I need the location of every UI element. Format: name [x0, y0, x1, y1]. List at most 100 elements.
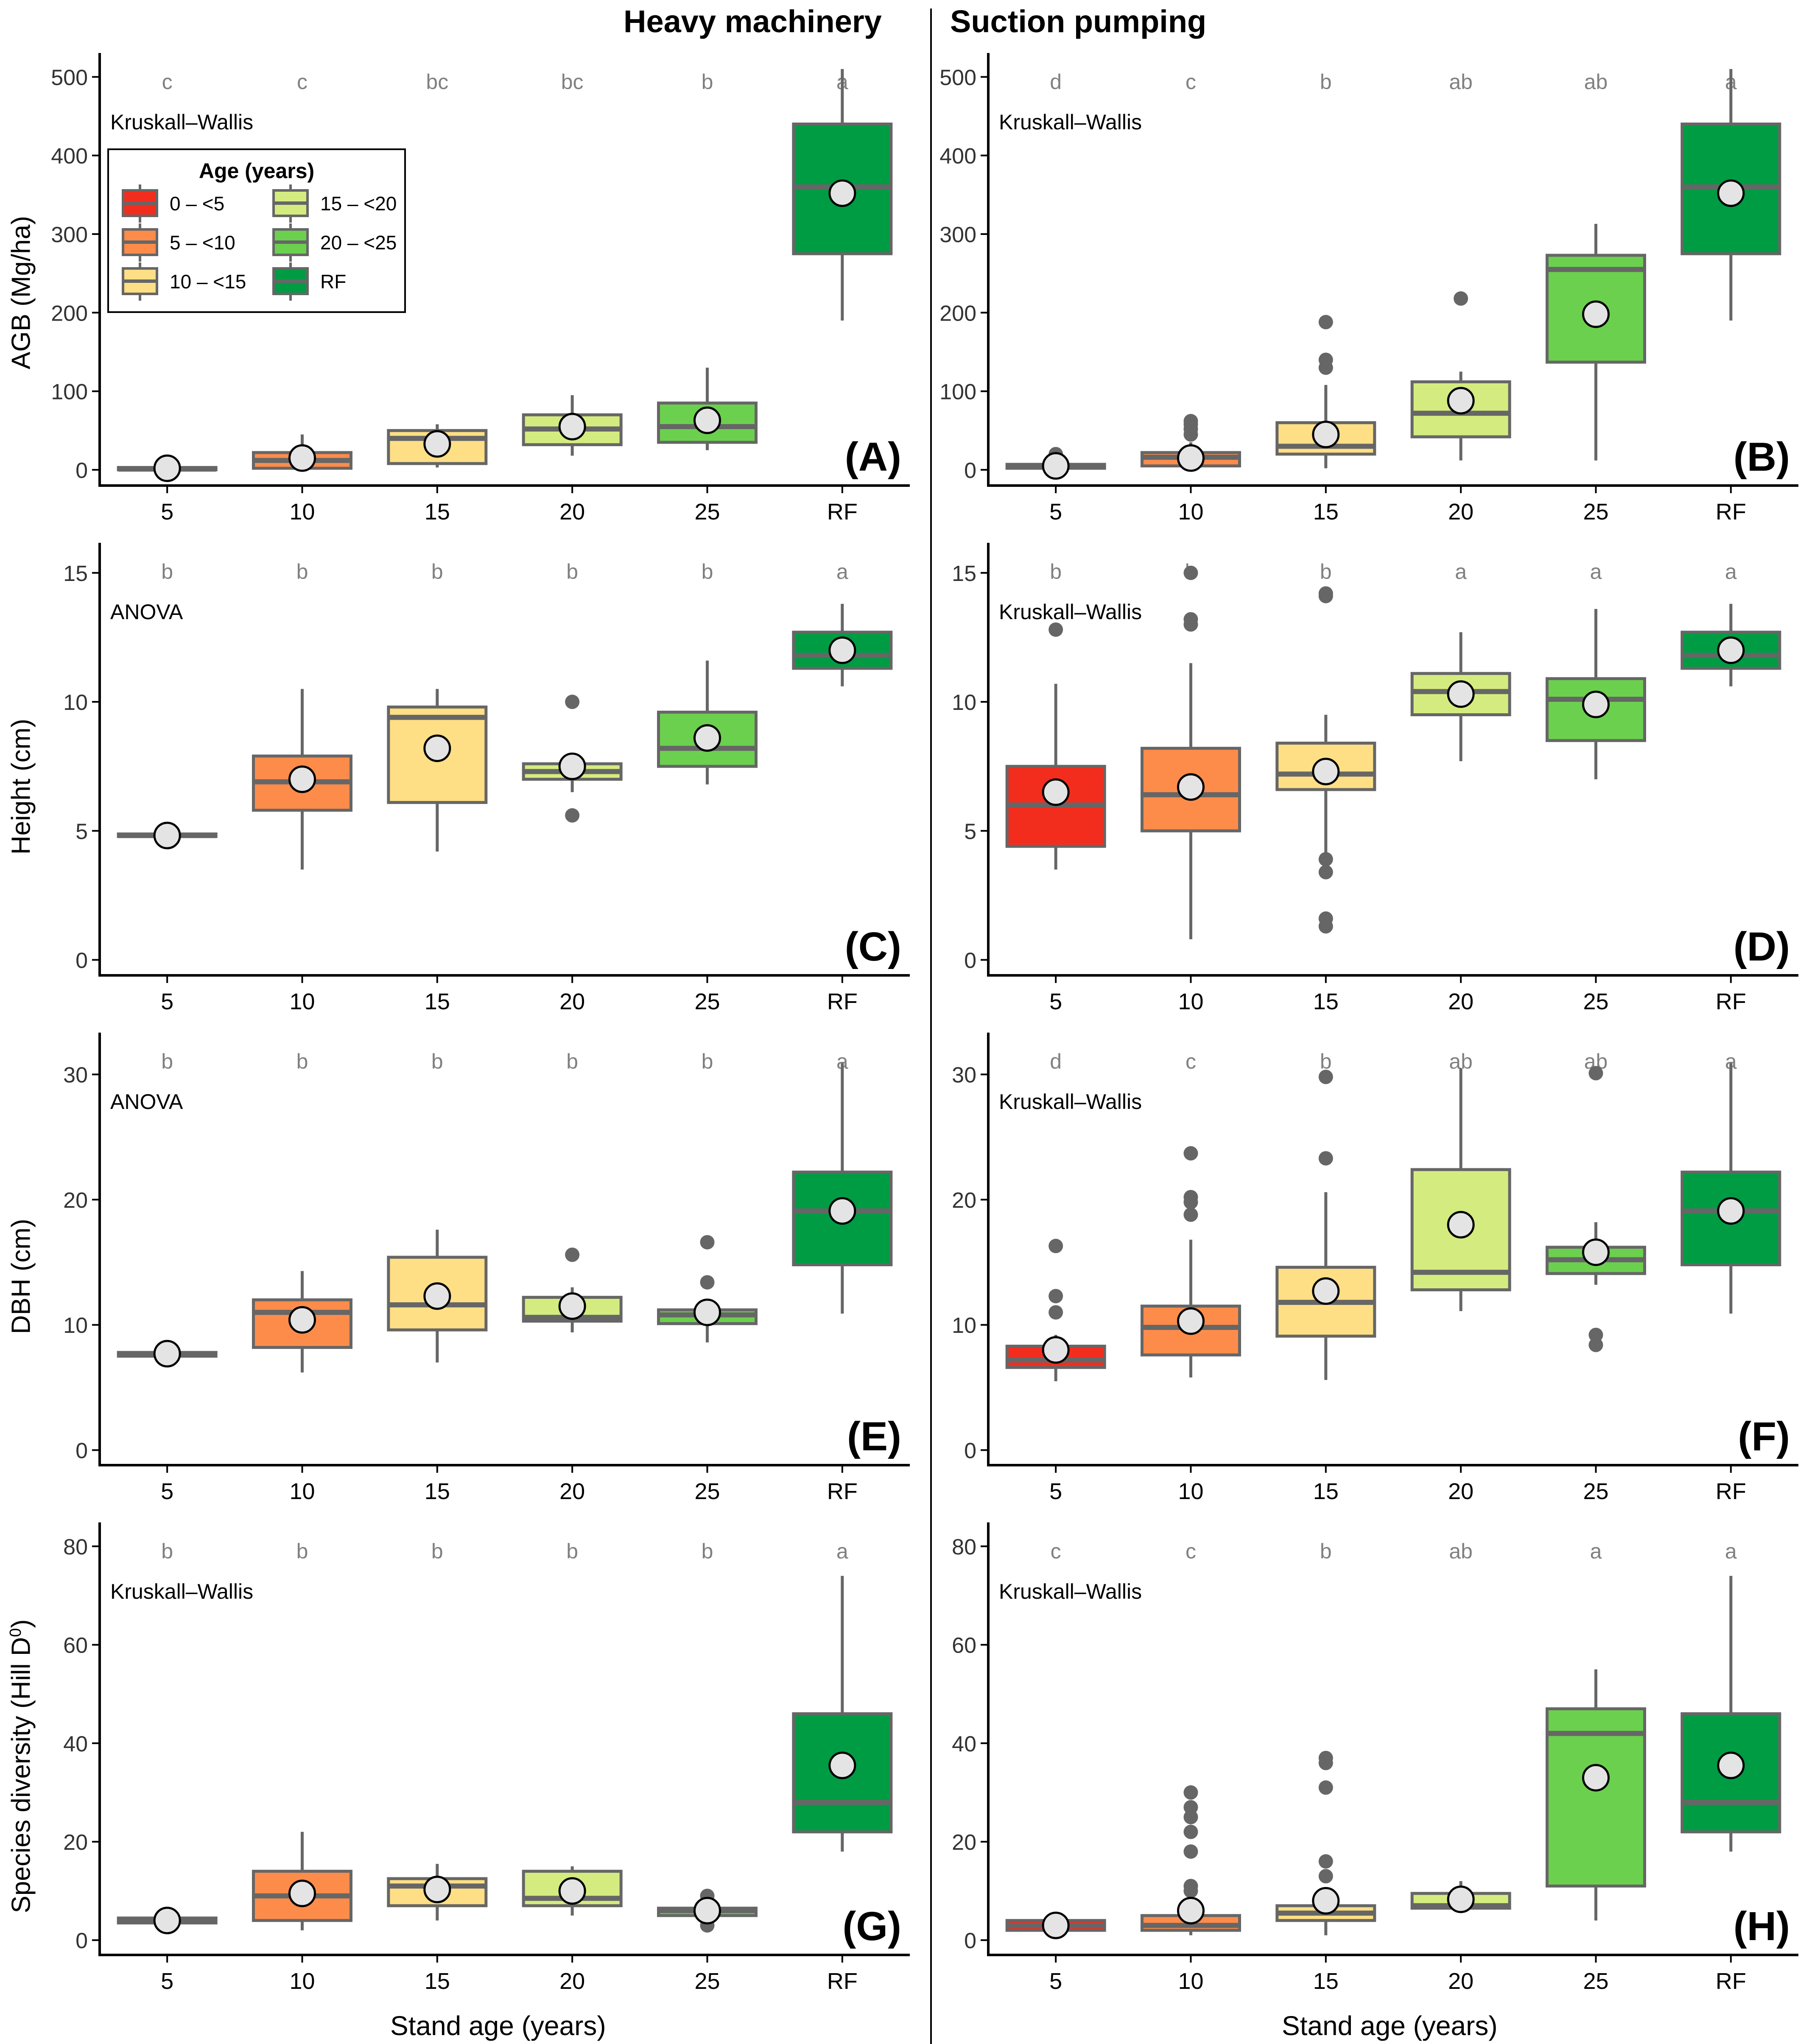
significance-letter: b: [1320, 1050, 1332, 1073]
mean-point: [1177, 444, 1205, 472]
outlier-point: [1048, 1239, 1063, 1254]
significance-letter: a: [1590, 560, 1602, 584]
mean-point: [558, 752, 586, 780]
outlier-point: [1454, 291, 1468, 306]
significance-letter: b: [702, 70, 713, 94]
x-tick-label: 20: [559, 1969, 585, 1994]
y-tick-label: 0: [964, 948, 976, 973]
y-tick-label: 0: [75, 458, 88, 483]
x-tick-label: RF: [1716, 989, 1746, 1014]
outlier-point: [1183, 1824, 1198, 1839]
outlier-point: [1318, 315, 1333, 329]
significance-letter: b: [161, 560, 173, 584]
outlier-point: [1588, 1338, 1603, 1352]
y-tick-label: 60: [952, 1634, 976, 1658]
outlier-point: [1588, 1066, 1603, 1081]
significance-letter: b: [431, 1539, 443, 1563]
x-tick-label: 20: [1448, 1969, 1473, 1994]
mean-point: [423, 1876, 451, 1904]
test-label: Kruskall–Wallis: [999, 1580, 1142, 1603]
y-tick-label: 40: [952, 1732, 976, 1756]
outlier-point: [1588, 1327, 1603, 1342]
legend-label: RF: [320, 271, 346, 293]
x-tick-label: RF: [827, 1969, 858, 1994]
mean-point: [153, 1340, 181, 1368]
test-label: ANOVA: [110, 600, 183, 624]
x-tick-label: 20: [559, 499, 585, 525]
mean-point: [1447, 387, 1475, 415]
mean-point: [1582, 690, 1610, 718]
mean-point: [423, 1282, 451, 1310]
significance-letter: b: [566, 1539, 578, 1563]
y-tick-label: 10: [63, 690, 88, 715]
y-tick-label: 500: [51, 65, 88, 90]
outlier-point: [1183, 1800, 1198, 1815]
x-tick-label: 5: [161, 989, 173, 1014]
outlier-point: [1183, 1879, 1198, 1893]
legend-label: 0 – <5: [170, 193, 224, 215]
y-tick-label: 40: [63, 1732, 88, 1756]
x-tick-label: 25: [694, 1969, 720, 1994]
x-tick-label: 25: [1583, 499, 1608, 525]
y-tick-label: 80: [952, 1535, 976, 1559]
mean-point: [423, 734, 451, 762]
significance-letter: b: [161, 1050, 173, 1073]
x-tick-label: 20: [1448, 989, 1473, 1014]
mean-point: [1312, 757, 1340, 785]
y-tick-label: 10: [952, 690, 976, 715]
x-tick-label: 20: [559, 1479, 585, 1504]
legend-label: 15 – <20: [320, 193, 397, 215]
y-tick-label: 5: [964, 819, 976, 844]
mean-point: [1447, 1885, 1475, 1913]
outlier-point: [1318, 1869, 1333, 1884]
panel-D: 051015510152025RFbbbaaaKruskall–Wallis(D…: [952, 543, 1798, 1014]
x-tick-label: 20: [559, 989, 585, 1014]
outlier-point: [1318, 852, 1333, 867]
outlier-point: [1183, 565, 1198, 580]
x-tick-label: 15: [425, 1479, 450, 1504]
significance-letter: c: [162, 70, 173, 94]
outlier-point: [1318, 586, 1333, 601]
legend-title: Age (years): [199, 159, 314, 183]
x-tick-label: 15: [1313, 499, 1339, 525]
mean-point: [1582, 1238, 1610, 1266]
mean-point: [828, 636, 856, 664]
panel-label: (E): [847, 1414, 901, 1459]
x-tick-label: 25: [694, 499, 720, 525]
mean-point: [1447, 1211, 1475, 1239]
x-tick-label: 25: [694, 989, 720, 1014]
y-tick-label: 20: [952, 1830, 976, 1855]
mean-point: [828, 1751, 856, 1779]
mean-point: [693, 1897, 721, 1925]
y-tick-label: 30: [63, 1063, 88, 1088]
significance-letter: d: [1050, 70, 1062, 94]
x-tick-label: RF: [827, 989, 858, 1014]
test-label: Kruskall–Wallis: [110, 1580, 253, 1603]
y-tick-label: 0: [75, 1439, 88, 1463]
x-tick-label: 5: [161, 1969, 173, 1994]
outlier-point: [565, 1247, 580, 1262]
box: [792, 1170, 893, 1266]
y-tick-label: 100: [51, 380, 88, 405]
x-tick-label: RF: [1716, 499, 1746, 525]
y-tick-label: 10: [952, 1313, 976, 1338]
x-tick-label: RF: [827, 499, 858, 525]
y-tick-label: 300: [51, 223, 88, 247]
y-tick-label: 400: [939, 144, 976, 169]
significance-letter: b: [566, 560, 578, 584]
test-label: ANOVA: [110, 1090, 183, 1114]
mean-point: [828, 179, 856, 207]
x-tick-label: 10: [289, 1969, 315, 1994]
mean-point: [1042, 1911, 1070, 1939]
mean-point: [423, 430, 451, 458]
y-tick-label: 5: [75, 819, 88, 844]
significance-letter: c: [1185, 1050, 1196, 1073]
y-tick-label: 80: [63, 1535, 88, 1559]
panel-label: (H): [1734, 1904, 1790, 1949]
mean-point: [1177, 1307, 1205, 1335]
x-tick-label: 20: [1448, 1479, 1473, 1504]
significance-letter: a: [1725, 1539, 1737, 1563]
outlier-point: [1318, 1151, 1333, 1166]
x-tick-label: 15: [425, 499, 450, 525]
